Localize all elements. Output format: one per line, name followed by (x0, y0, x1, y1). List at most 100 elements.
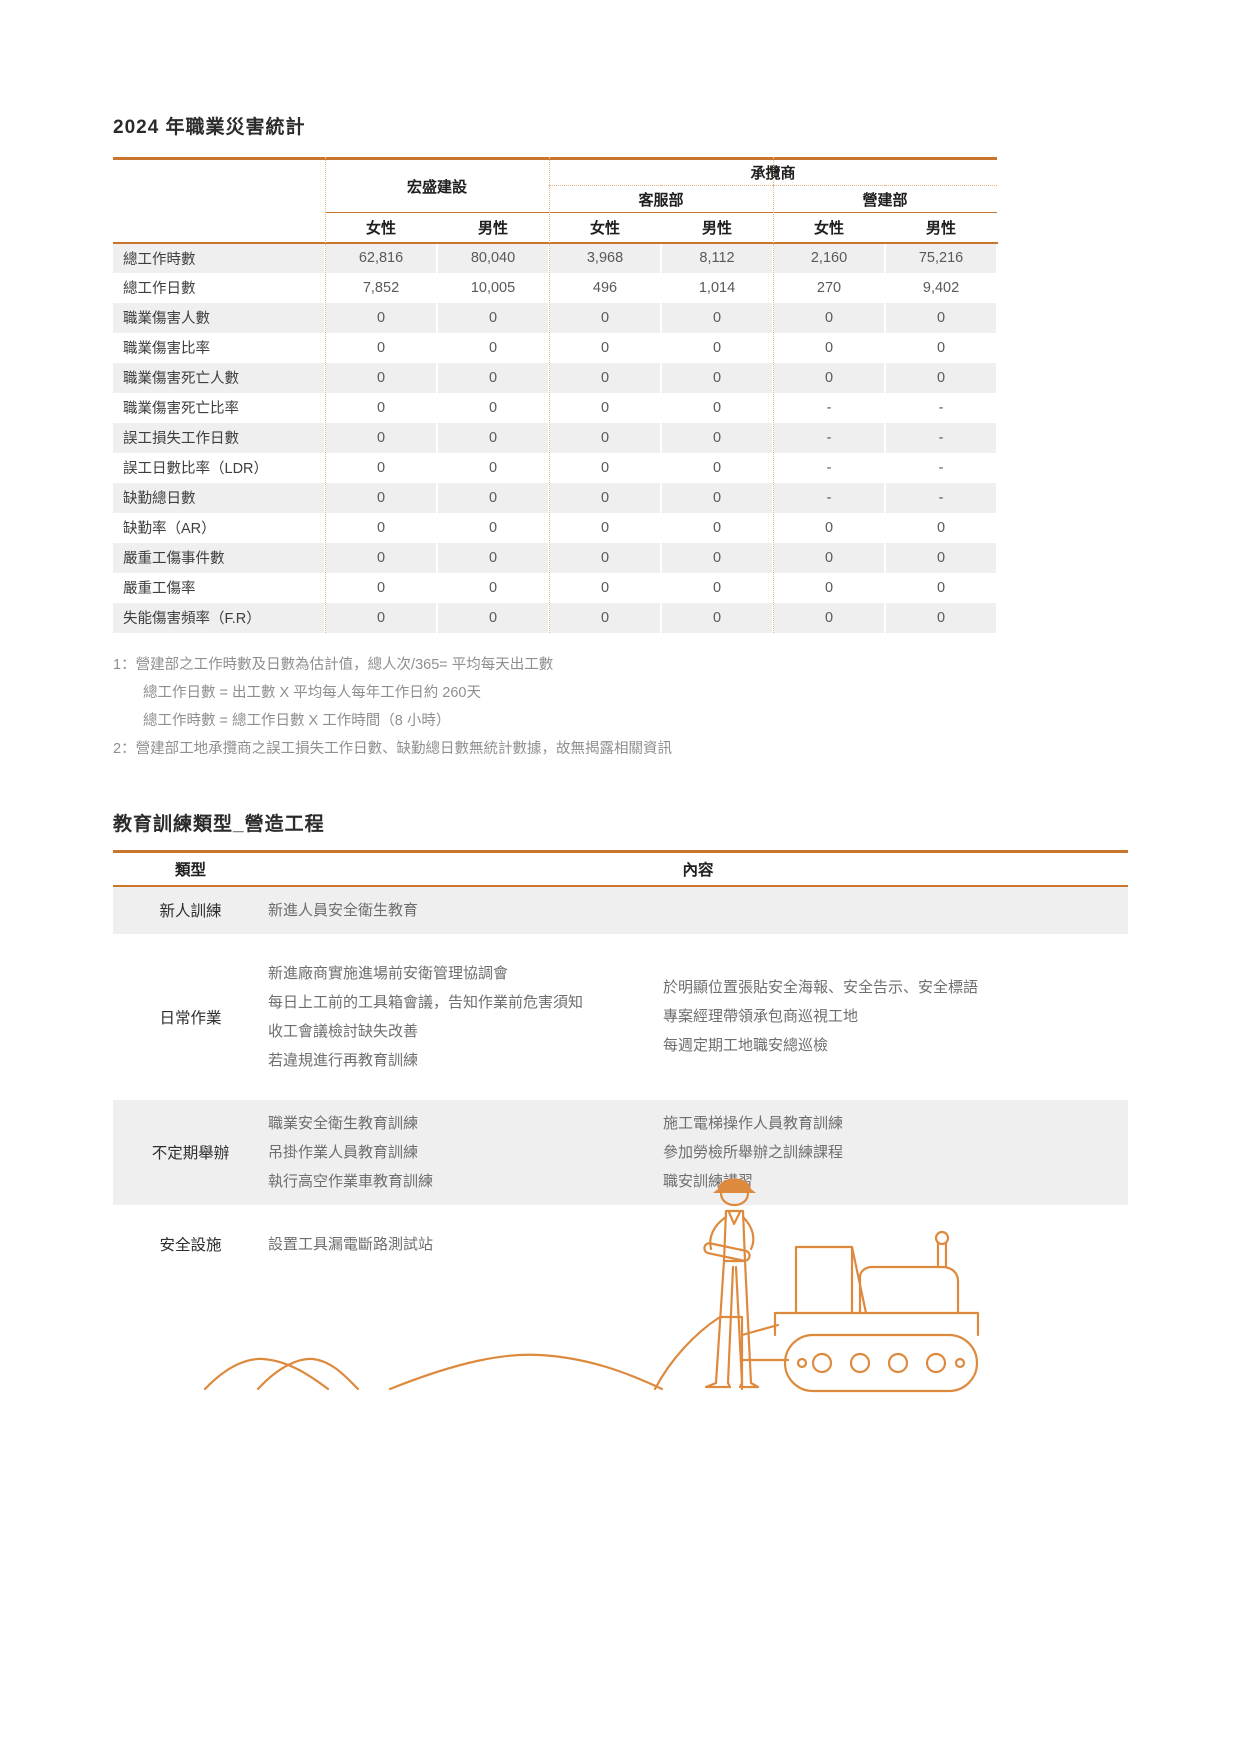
stat-row: 缺勤總日數 0 0 0 0- - (113, 482, 999, 513)
stat-value: 8,112 (660, 242, 775, 273)
footnote-line: 總工作時數 = 總工作日數 X 工作時間（8 小時） (143, 712, 451, 729)
stat-value: 7,852 (324, 272, 438, 303)
gender-header-cell: 女性 (773, 212, 886, 244)
training-content: 新進廠商實施進場前安衛管理協調會 每日上工前的工具箱會議，告知作業前危害須知 收工會… (268, 959, 1128, 1075)
stat-value: 0 (548, 512, 663, 543)
stat-value: 0 (772, 302, 887, 333)
stat-row: 總工作時數 62,816 80,040 3,968 8,112 2,160 75,216 (113, 242, 999, 273)
training-content-line: 施工電梯操作人員教育訓練 (663, 1114, 844, 1132)
stat-value: 0 (772, 362, 887, 393)
stat-value: 0 (884, 572, 999, 603)
stat-value: - (772, 482, 887, 513)
training-section-title: 教育訓練類型_營造工程 (113, 813, 325, 835)
empty-label-cell (113, 212, 325, 244)
stat-value: 0 (435, 422, 551, 453)
stat-value: - (772, 392, 887, 423)
stat-value: 0 (660, 392, 775, 423)
gender-header-cell: 男性 (885, 212, 998, 244)
stat-value: 1,014 (660, 272, 775, 303)
stat-value: 0 (884, 362, 999, 393)
stat-value: 9,402 (884, 272, 999, 303)
stat-value: 0 (324, 452, 438, 483)
stat-row-label: 總工作日數 (123, 281, 196, 297)
stat-row-label: 缺勤率（AR） (123, 521, 216, 537)
dotted-divider (773, 157, 774, 633)
training-content-line: 每日上工前的工具箱會議，告知作業前危害須知 (268, 993, 584, 1011)
stat-value: 0 (884, 602, 999, 633)
training-content-line: 若違規進行再教育訓練 (268, 1051, 419, 1069)
stat-value: 0 (435, 572, 551, 603)
training-table: 類型 內容 新人訓練 新進人員安全衛生教育日常作業 新進廠商實施進場前安衛管理協調會… (113, 849, 1128, 1268)
training-content-line: 新進人員安全衛生教育 (268, 901, 419, 919)
bulldozer (653, 1230, 980, 1393)
training-content-line: 每週定期工地職安總巡檢 (663, 1037, 829, 1054)
stat-value: 0 (548, 422, 663, 453)
stat-row: 誤工日數比率（LDR） 0 0 0 0- - (113, 452, 999, 483)
content-column-header: 內容 (682, 861, 714, 879)
stat-row: 職業傷害人數 0 0 0 0 0 0 (113, 302, 999, 333)
stat-value: 3,968 (548, 242, 663, 273)
stat-value: 0 (435, 362, 551, 393)
stat-row: 誤工損失工作日數 0 0 0 0- - (113, 422, 999, 453)
stat-value: 0 (660, 452, 775, 483)
stat-row-label: 缺勤總日數 (123, 491, 196, 507)
stat-value: 0 (548, 602, 663, 633)
gender-header-cell: 男性 (661, 212, 774, 244)
gender-header-cell: 女性 (549, 212, 662, 244)
training-content-line: 吊掛作業人員教育訓練 (268, 1143, 419, 1161)
training-type-label: 新人訓練 (159, 903, 222, 920)
training-content-right: 施工電梯操作人員教育訓練 參加勞檢所舉辦之訓練課程 職安訓練講習 (663, 1109, 1128, 1196)
footnotes: 1：營建部之工作時數及日數為估計值，總人次/365= 平均每天出工數總工作日數 … (113, 651, 1241, 763)
footnote-line: 1：營建部之工作時數及日數為估計值，總人次/365= 平均每天出工數 (113, 656, 554, 673)
col-group-construction-dept: 營建部 (773, 185, 998, 213)
type-column-header: 類型 (174, 861, 206, 879)
stat-row-label: 嚴重工傷事件數 (123, 551, 225, 567)
stat-row-label: 失能傷害頻率（F.R） (123, 611, 261, 627)
stat-value: 0 (660, 422, 775, 453)
stat-row: 缺勤率（AR） 0 0 0 0 0 0 (113, 512, 999, 543)
stat-value: 0 (772, 512, 887, 543)
stat-value: 0 (548, 362, 663, 393)
stat-row: 失能傷害頻率（F.R） 0 0 0 0 0 0 (113, 602, 999, 633)
stat-value: 0 (660, 482, 775, 513)
stat-value: 0 (324, 362, 438, 393)
dotted-divider (325, 157, 326, 633)
stat-value: 80,040 (435, 242, 551, 273)
construction-illustration (200, 1165, 985, 1397)
training-content: 新進人員安全衛生教育 (268, 896, 1128, 925)
stat-value: 0 (435, 392, 551, 423)
training-content-left: 設置工具漏電斷路測試站 (268, 1230, 663, 1259)
stat-row: 總工作日數 7,852 10,005 496 1,014 270 9,402 (113, 272, 999, 303)
stat-value: 0 (435, 512, 551, 543)
footnote-line: 總工作日數 = 出工數 X 平均每人每年工作日約 260天 (143, 684, 481, 701)
training-type-label: 安全設施 (159, 1237, 222, 1254)
footnote-line: 2：營建部工地承攬商之誤工損失工作日數、缺勤總日數無統計數據，故無揭露相關資訊 (113, 740, 673, 757)
stat-value: 0 (324, 572, 438, 603)
stat-value: 0 (772, 332, 887, 363)
stat-value: 0 (324, 392, 438, 423)
stat-row-label: 職業傷害人數 (123, 311, 210, 327)
stat-value: 0 (772, 542, 887, 573)
stat-value: 0 (548, 542, 663, 573)
stat-value: 2,160 (772, 242, 887, 273)
stat-value: 0 (884, 302, 999, 333)
stat-row: 職業傷害死亡人數 0 0 0 0 0 0 (113, 362, 999, 393)
gender-header-cell: 男性 (437, 212, 550, 244)
stat-value: - (884, 422, 999, 453)
training-content-left: 新進廠商實施進場前安衛管理協調會 每日上工前的工具箱會議，告知作業前危害須知 收工會… (268, 959, 663, 1075)
training-type-label: 不定期舉辦 (151, 1145, 230, 1162)
training-content-left: 新進人員安全衛生教育 (268, 896, 663, 925)
training-row: 安全設施 設置工具漏電斷路測試站 (113, 1221, 1128, 1268)
stat-row: 職業傷害比率 0 0 0 0 0 0 (113, 332, 999, 363)
stat-row-label: 嚴重工傷率 (123, 581, 196, 597)
stat-value: - (884, 392, 999, 423)
training-content-line: 執行高空作業車教育訓練 (268, 1172, 434, 1190)
training-row: 新人訓練 新進人員安全衛生教育 (113, 886, 1128, 934)
training-content: 職業安全衛生教育訓練 吊掛作業人員教育訓練 執行高空作業車教育訓練 施工電梯操作人員教… (268, 1109, 1128, 1196)
stat-row-label: 職業傷害比率 (123, 341, 210, 357)
stat-value: 0 (435, 332, 551, 363)
training-row: 日常作業 新進廠商實施進場前安衛管理協調會 每日上工前的工具箱會議，告知作業前危害須… (113, 950, 1128, 1084)
stat-value: 0 (660, 572, 775, 603)
training-content-line: 參加勞檢所舉辦之訓練課程 (663, 1143, 844, 1161)
